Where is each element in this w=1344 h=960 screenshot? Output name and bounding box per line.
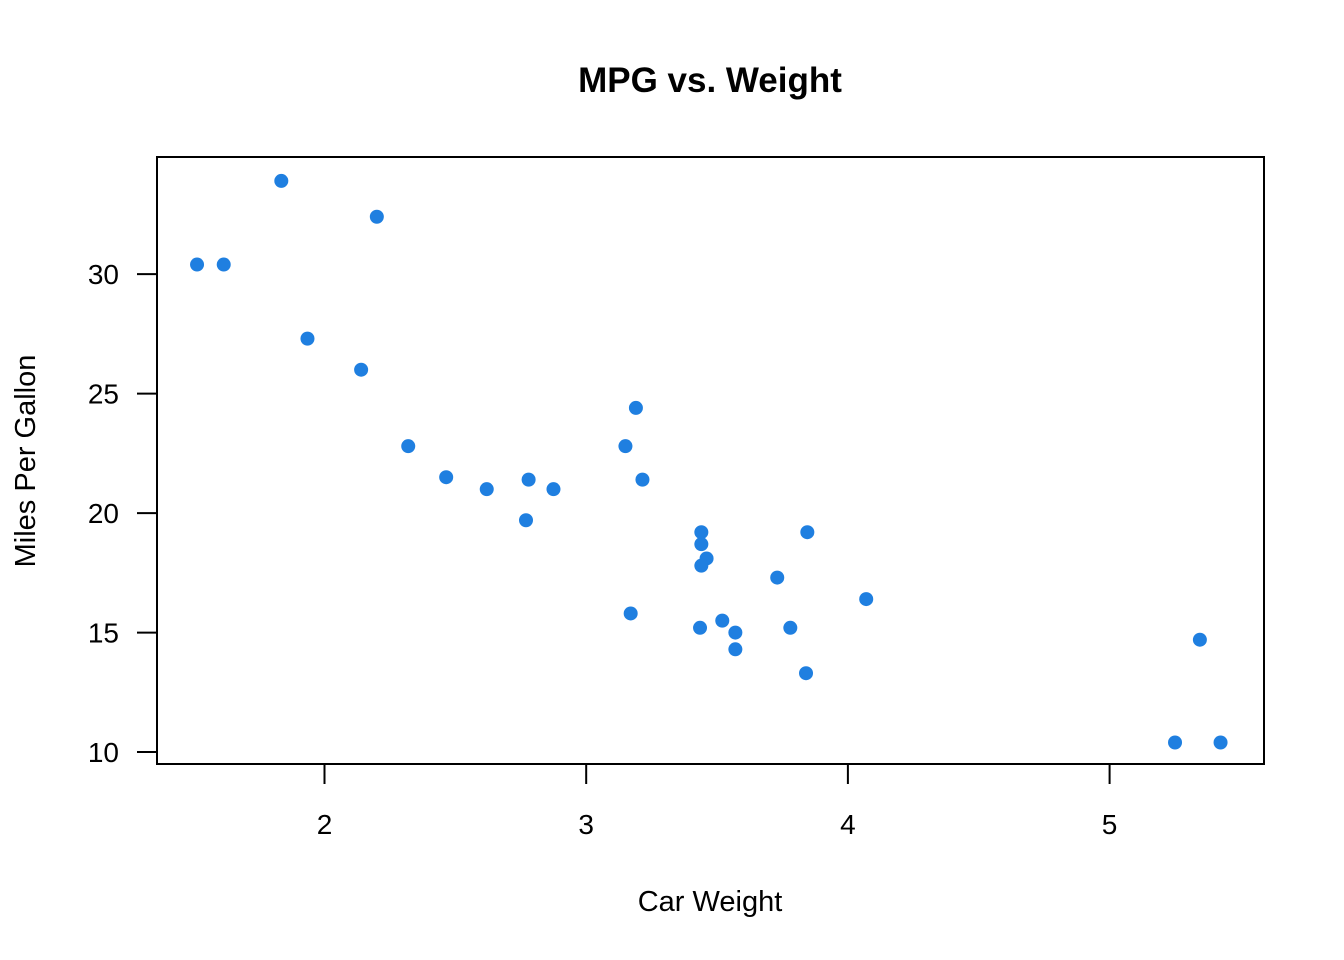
data-point (628, 400, 643, 415)
data-point (694, 558, 709, 573)
y-axis-label: Miles Per Gallon (10, 355, 42, 568)
data-point (190, 257, 205, 272)
data-point (1168, 735, 1183, 750)
data-point (479, 482, 494, 497)
data-point (1192, 632, 1207, 647)
plot-frame (156, 156, 1265, 765)
data-point (546, 482, 561, 497)
data-point (300, 331, 315, 346)
data-point (728, 642, 743, 657)
chart-title: MPG vs. Weight (578, 61, 842, 100)
y-axis: 10 15 20 25 30 (88, 259, 157, 768)
y-tick-label: 25 (88, 379, 119, 410)
data-point (623, 606, 638, 621)
data-point (635, 472, 650, 487)
x-tick-label: 2 (317, 809, 333, 840)
data-points (190, 173, 1228, 750)
data-point (369, 209, 384, 224)
data-point (401, 439, 416, 454)
data-point (1213, 735, 1228, 750)
y-tick-label: 10 (88, 737, 119, 768)
data-point (800, 525, 815, 540)
x-axis: 2 3 4 5 (317, 764, 1118, 840)
data-point (694, 537, 709, 552)
y-tick-label: 30 (88, 259, 119, 290)
x-tick-label: 4 (840, 809, 856, 840)
y-tick-label: 15 (88, 618, 119, 649)
data-point (693, 620, 708, 635)
data-point (618, 439, 633, 454)
data-point (799, 666, 814, 681)
data-point (354, 362, 369, 377)
data-point (216, 257, 231, 272)
x-tick-label: 3 (578, 809, 594, 840)
data-point (859, 592, 874, 607)
x-axis-label: Car Weight (638, 886, 783, 918)
data-point (694, 525, 709, 540)
data-point (274, 173, 289, 188)
y-tick-label: 20 (88, 498, 119, 529)
data-point (439, 470, 454, 485)
data-point (715, 613, 730, 628)
x-tick-label: 5 (1102, 809, 1118, 840)
data-point (770, 570, 785, 585)
data-point (521, 472, 536, 487)
data-point (728, 625, 743, 640)
data-point (783, 620, 798, 635)
data-point (519, 513, 533, 528)
